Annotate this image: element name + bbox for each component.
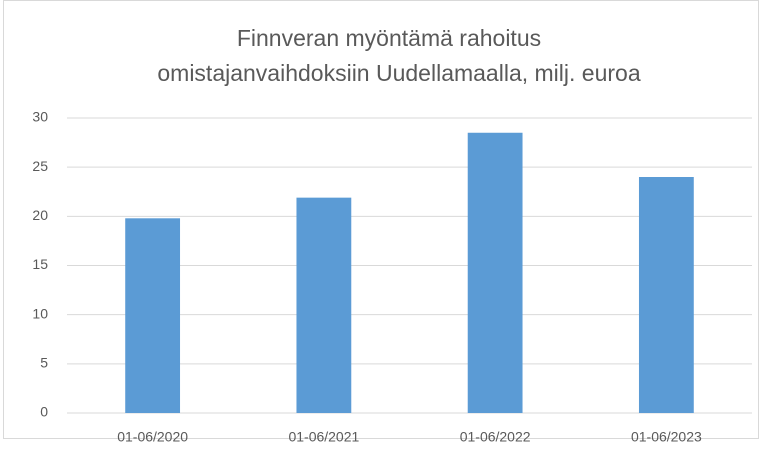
y-tick-label: 25 xyxy=(32,158,48,174)
y-tick-label: 30 xyxy=(32,109,48,125)
y-tick-label: 15 xyxy=(32,256,48,272)
x-tick-label: 01-06/2022 xyxy=(460,429,531,445)
y-tick-label: 10 xyxy=(32,305,48,321)
x-tick-label: 01-06/2021 xyxy=(288,429,359,445)
x-tick-label: 01-06/2020 xyxy=(117,429,188,445)
x-tick-label: 01-06/2023 xyxy=(631,429,702,445)
bar xyxy=(467,132,523,413)
chart-title: omistajanvaihdoksiin Uudellamaalla, milj… xyxy=(157,60,640,86)
y-tick-label: 0 xyxy=(40,404,48,420)
bar xyxy=(296,197,352,413)
y-tick-label: 20 xyxy=(32,207,48,223)
bar xyxy=(638,177,694,413)
y-tick-label: 5 xyxy=(40,355,48,371)
chart-title: Finnveran myöntämä rahoitus xyxy=(237,25,541,51)
bar xyxy=(125,218,181,413)
